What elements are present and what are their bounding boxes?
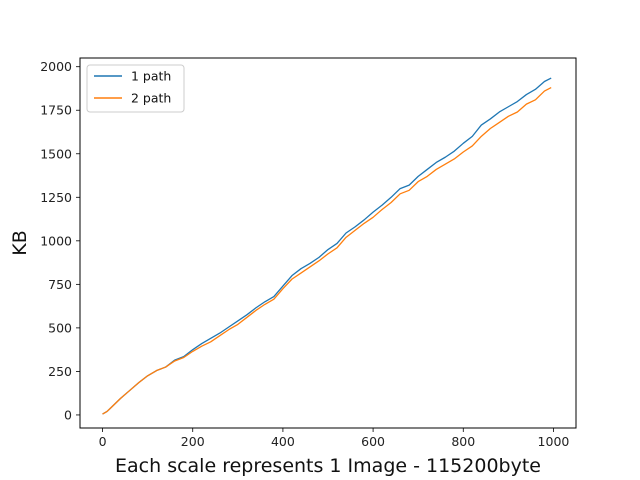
x-tick-label: 400	[271, 434, 295, 449]
legend-label-1-path: 1 path	[131, 69, 171, 84]
y-axis-label: KB	[9, 230, 31, 256]
legend-label-2-path: 2 path	[131, 91, 171, 106]
y-tick-label: 0	[64, 407, 72, 422]
x-axis-label: Each scale represents 1 Image - 115200by…	[115, 455, 541, 477]
x-tick-label: 1000	[538, 434, 570, 449]
x-tick-label: 0	[99, 434, 107, 449]
y-tick-label: 2000	[40, 59, 72, 74]
y-tick-label: 500	[48, 320, 72, 335]
y-tick-label: 1750	[40, 103, 72, 118]
y-tick-label: 750	[48, 277, 72, 292]
y-tick-label: 1500	[40, 146, 72, 161]
x-tick-label: 600	[361, 434, 385, 449]
series-line-2-path	[102, 87, 552, 415]
legend: 1 path 2 path	[86, 64, 185, 113]
y-tick-label: 250	[48, 364, 72, 379]
y-tick-label: 1000	[40, 233, 72, 248]
plot-area	[79, 57, 577, 429]
x-tick-label: 200	[181, 434, 205, 449]
x-tick-label: 800	[451, 434, 475, 449]
y-tick-label: 1250	[40, 190, 72, 205]
